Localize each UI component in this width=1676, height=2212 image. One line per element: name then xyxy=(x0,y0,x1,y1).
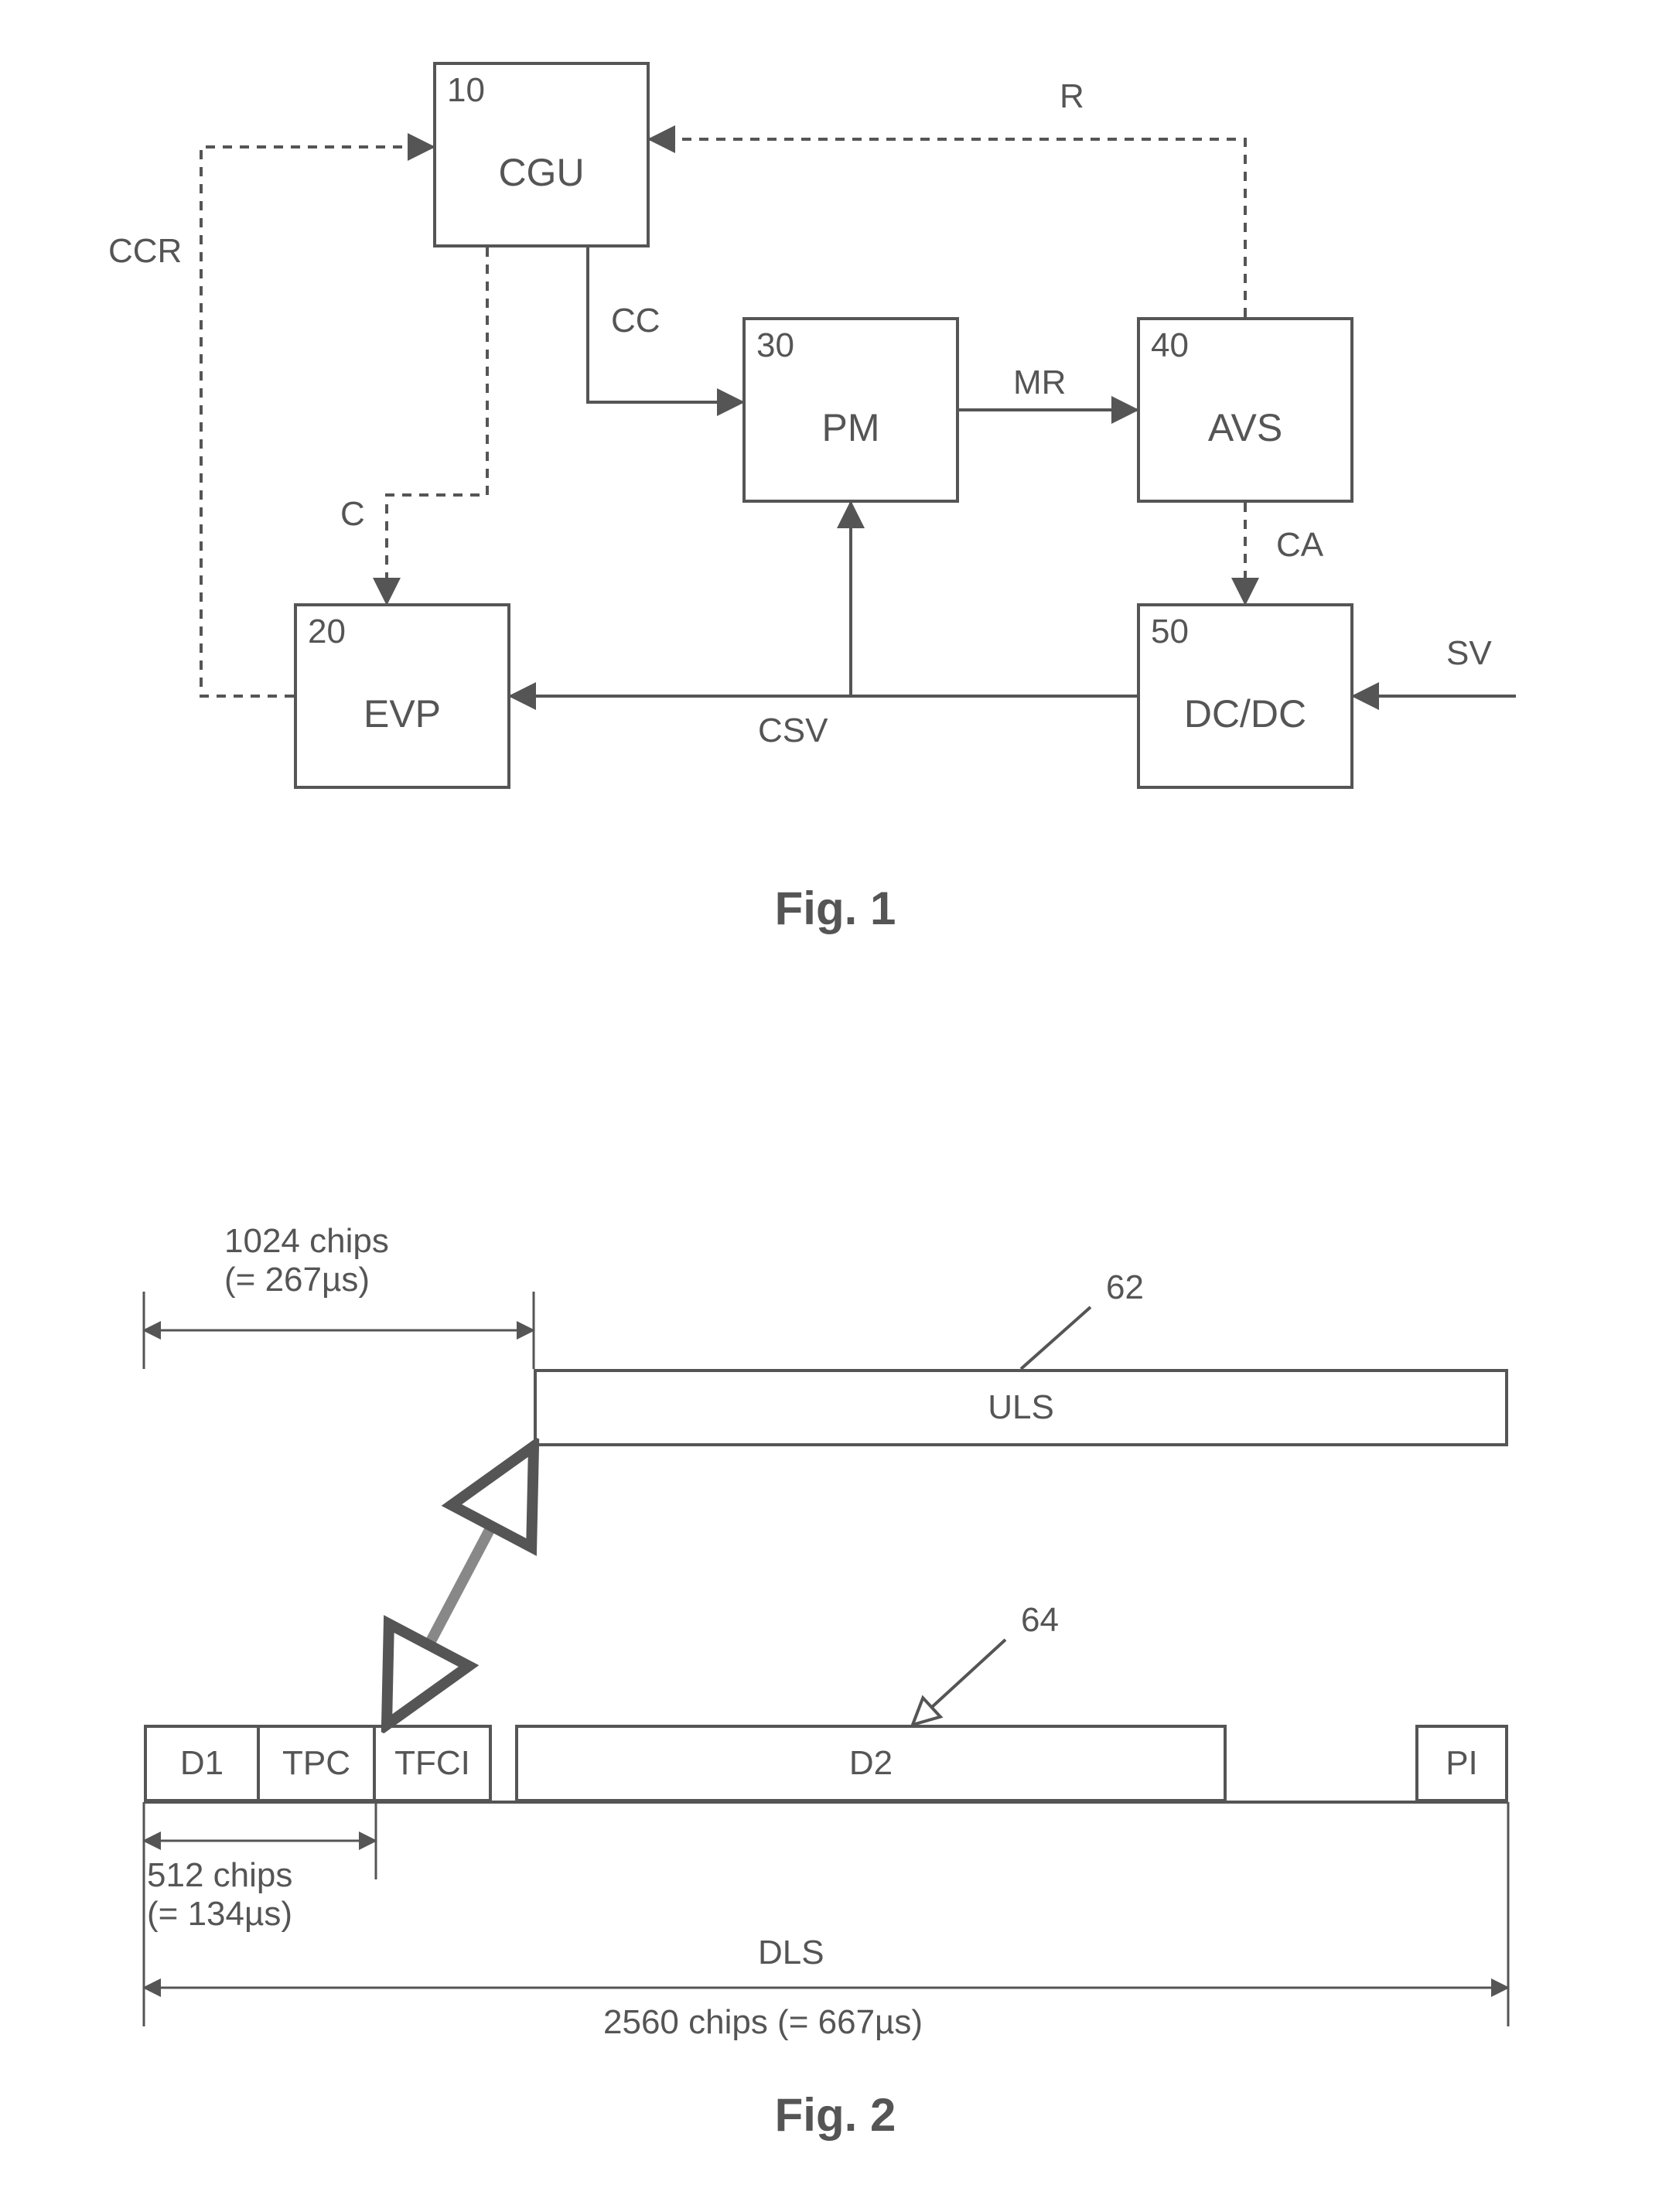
fig2-caption: Fig. 2 xyxy=(696,2088,975,2142)
dls-ref: 64 xyxy=(1021,1601,1059,1640)
dls-512-l1: 512 chips xyxy=(147,1856,292,1895)
dls-512-l2: (= 134µs) xyxy=(147,1895,292,1934)
dls-label: DLS xyxy=(758,1934,824,1972)
uls-offset-l1: 1024 chips xyxy=(224,1222,389,1261)
page-root: 10 CGU 20 EVP 30 PM 40 AVS 50 DC/DC R CC… xyxy=(0,0,1676,2212)
uls-ref: 62 xyxy=(1106,1268,1144,1307)
dls-span-label: 2560 chips (= 667µs) xyxy=(603,2003,923,2042)
uls-offset-l2: (= 267µs) xyxy=(224,1261,370,1299)
